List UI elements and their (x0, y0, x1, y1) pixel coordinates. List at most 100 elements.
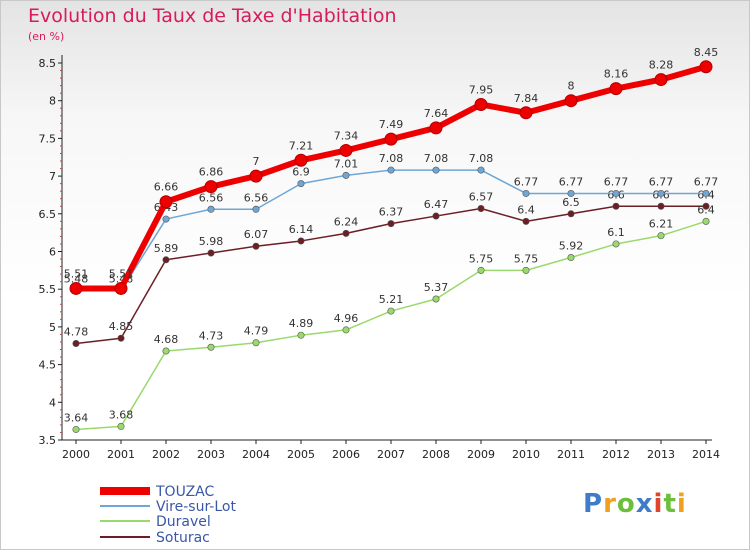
data-point-soturac (612, 202, 620, 210)
data-point-soturac (117, 334, 125, 342)
data-point-vire-sur-lot (207, 205, 215, 213)
y-tick-label: 5 (49, 321, 56, 334)
y-tick-label: 5.5 (39, 283, 57, 296)
data-label-touzac: 8.28 (649, 59, 674, 72)
data-label-touzac: 5.51 (64, 267, 89, 280)
data-label-vire-sur-lot: 6.77 (604, 175, 629, 188)
data-label-duravel: 4.68 (154, 333, 179, 346)
data-point-duravel (387, 307, 395, 315)
logo-letter: x (635, 489, 654, 519)
data-label-soturac: 4.78 (64, 325, 89, 338)
data-label-vire-sur-lot: 7.08 (379, 152, 404, 165)
data-point-duravel (567, 254, 575, 262)
data-label-soturac: 5.98 (199, 235, 224, 248)
legend-label-touzac: TOUZAC (155, 484, 214, 500)
data-label-vire-sur-lot: 7.08 (424, 152, 449, 165)
data-point-duravel (477, 266, 485, 274)
data-label-vire-sur-lot: 6.77 (514, 175, 539, 188)
data-point-soturac (297, 237, 305, 245)
x-tick-label: 2004 (242, 448, 270, 461)
data-label-duravel: 4.96 (334, 312, 359, 325)
data-label-touzac: 8.16 (604, 68, 629, 81)
data-point-touzac (384, 132, 398, 146)
data-label-soturac: 6.57 (469, 191, 494, 204)
x-tick-label: 2006 (332, 448, 360, 461)
x-tick-label: 2000 (62, 448, 90, 461)
data-label-duravel: 5.21 (379, 293, 404, 306)
data-label-touzac: 5.51 (109, 267, 134, 280)
data-point-vire-sur-lot (297, 180, 305, 188)
data-point-soturac (387, 220, 395, 228)
data-label-duravel: 6.21 (649, 218, 674, 231)
data-label-vire-sur-lot: 6.56 (199, 191, 224, 204)
data-point-soturac (702, 202, 710, 210)
data-point-soturac (432, 212, 440, 220)
y-tick-label: 7 (49, 170, 56, 183)
data-label-vire-sur-lot: 6.77 (649, 175, 674, 188)
data-label-duravel: 5.37 (424, 281, 449, 294)
data-label-soturac: 6.4 (517, 203, 535, 216)
data-point-touzac (609, 82, 623, 96)
data-label-soturac: 6.14 (289, 223, 314, 236)
data-label-touzac: 8.45 (694, 46, 719, 59)
data-label-soturac: 6.5 (562, 196, 580, 209)
data-point-vire-sur-lot (162, 215, 170, 223)
data-label-duravel: 5.75 (514, 252, 539, 265)
logo-letter: t (663, 489, 677, 519)
data-point-touzac (69, 281, 83, 295)
data-label-touzac: 7.21 (289, 139, 314, 152)
data-point-soturac (567, 210, 575, 218)
data-point-soturac (252, 242, 260, 250)
x-tick-label: 2008 (422, 448, 450, 461)
x-tick-label: 2013 (647, 448, 675, 461)
data-label-duravel: 6.1 (607, 226, 625, 239)
data-point-soturac (72, 339, 80, 347)
data-point-touzac (159, 195, 173, 209)
data-label-vire-sur-lot: 6.56 (244, 191, 269, 204)
data-label-soturac: 4.85 (109, 320, 134, 333)
logo-letter: i (676, 489, 687, 519)
x-tick-label: 2001 (107, 448, 135, 461)
x-tick-label: 2003 (197, 448, 225, 461)
x-tick-label: 2005 (287, 448, 315, 461)
y-tick-label: 7.5 (39, 132, 57, 145)
data-label-touzac: 7.34 (334, 129, 359, 142)
data-point-vire-sur-lot (567, 189, 575, 197)
x-tick-label: 2014 (692, 448, 720, 461)
data-point-soturac (657, 202, 665, 210)
data-label-duravel: 3.68 (109, 408, 134, 421)
data-point-touzac (519, 106, 533, 120)
logo-letter: o (616, 489, 636, 519)
data-label-duravel: 6.4 (697, 203, 715, 216)
legend-label-duravel: Duravel (156, 514, 211, 530)
data-label-vire-sur-lot: 6.77 (694, 175, 719, 188)
x-tick-label: 2011 (557, 448, 585, 461)
data-point-vire-sur-lot (477, 166, 485, 174)
data-label-touzac: 7.84 (514, 92, 539, 105)
x-tick-label: 2010 (512, 448, 540, 461)
data-label-duravel: 4.79 (244, 325, 269, 338)
data-point-vire-sur-lot (522, 189, 530, 197)
data-label-touzac: 7.49 (379, 118, 404, 131)
data-point-vire-sur-lot (702, 189, 710, 197)
data-label-touzac: 6.66 (154, 181, 179, 194)
data-label-duravel: 4.89 (289, 317, 314, 330)
data-label-duravel: 4.73 (199, 329, 224, 342)
data-point-duravel (612, 240, 620, 248)
y-tick-label: 3.5 (39, 434, 57, 447)
data-point-touzac (249, 169, 263, 183)
data-point-vire-sur-lot (432, 166, 440, 174)
data-label-vire-sur-lot: 7.01 (334, 157, 359, 170)
data-point-touzac (429, 121, 443, 135)
data-label-touzac: 7.95 (469, 83, 494, 96)
data-label-vire-sur-lot: 5.48 (64, 273, 89, 286)
chart-unit: (en %) (28, 30, 65, 43)
data-label-touzac: 7 (253, 155, 260, 168)
data-point-vire-sur-lot (252, 205, 260, 213)
legend-label-soturac: Soturac (156, 530, 210, 546)
x-tick-label: 2012 (602, 448, 630, 461)
x-tick-label: 2002 (152, 448, 180, 461)
data-label-soturac: 6.47 (424, 198, 449, 211)
data-point-vire-sur-lot (612, 189, 620, 197)
